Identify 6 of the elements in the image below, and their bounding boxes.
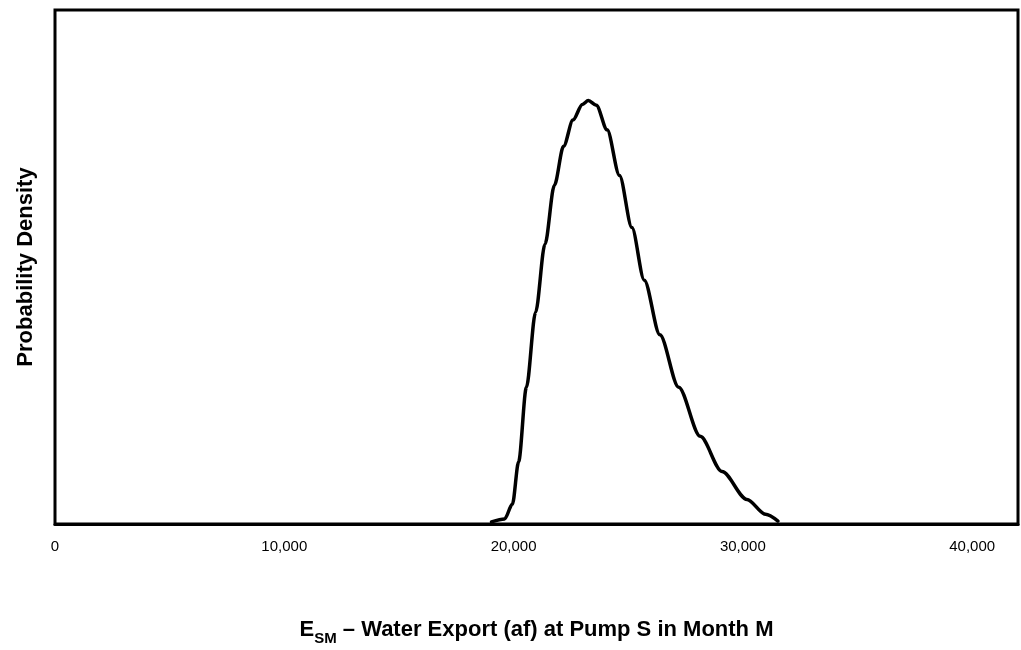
x-tick-label: 10,000 <box>261 537 308 554</box>
x-tick-label: 0 <box>50 537 60 554</box>
y-axis-title: Probability Density <box>11 166 37 367</box>
x-tick-label: 20,000 <box>490 537 537 554</box>
x-tick-label: 40,000 <box>949 537 996 554</box>
x-tick-label: 30,000 <box>719 537 766 554</box>
